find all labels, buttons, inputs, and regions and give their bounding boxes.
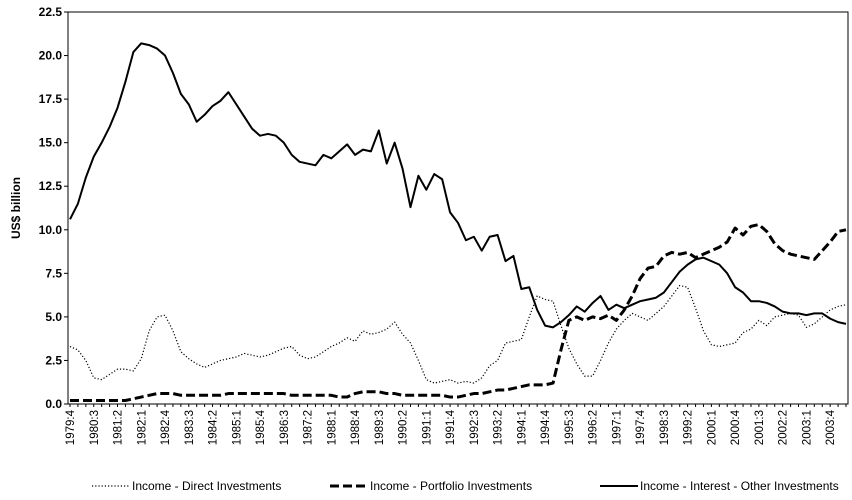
y-tick-label: 0.0 <box>45 397 62 411</box>
y-tick-label: 15.0 <box>39 136 63 150</box>
y-tick-label: 22.5 <box>39 5 63 19</box>
x-tick-label: 1993:2 <box>493 410 505 445</box>
x-tick-label: 2003:1 <box>801 410 813 445</box>
x-tick-label: 1988:4 <box>350 409 362 445</box>
plot-frame <box>67 11 849 405</box>
legend-label: Income - Portfolio Investments <box>370 479 532 493</box>
y-tick-label: 7.5 <box>45 266 62 280</box>
x-tick-label: 1984:2 <box>208 410 220 445</box>
y-tick-label: 17.5 <box>39 92 63 106</box>
x-tick-label: 1980:3 <box>89 410 101 445</box>
y-tick-label: 10.0 <box>39 223 63 237</box>
x-tick-label: 1998:3 <box>659 410 671 445</box>
x-tick-label: 1979:4 <box>65 409 77 445</box>
x-tick-label: 2000:1 <box>706 410 718 445</box>
x-tick-label: 1994:4 <box>540 409 552 445</box>
y-tick-label: 20.0 <box>39 49 63 63</box>
x-tick-label: 1991:1 <box>421 410 433 445</box>
x-tick-label: 1997:4 <box>635 409 647 445</box>
x-tick-label: 1994:1 <box>516 410 528 445</box>
y-axis-label: US$ billion <box>9 177 23 239</box>
series-line <box>69 42 847 329</box>
y-tick-label: 2.5 <box>45 353 62 367</box>
x-tick-label: 1982:4 <box>160 409 172 445</box>
x-tick-label: 1988:1 <box>326 410 338 445</box>
x-tick-label: 1990:2 <box>398 410 410 445</box>
x-tick-label: 1985:1 <box>231 410 243 445</box>
x-tick-label: 1989:3 <box>374 410 386 445</box>
legend-label: Income - Direct Investments <box>132 479 281 493</box>
x-tick-label: 2001:3 <box>754 410 766 445</box>
x-tick-label: 1997:1 <box>611 410 623 445</box>
legend-label: Income - Interest - Other Investments <box>640 479 839 493</box>
series-line <box>70 223 847 403</box>
x-tick-label: 1983:3 <box>184 410 196 445</box>
x-tick-label: 1981:2 <box>113 410 125 445</box>
x-tick-label: 1985:4 <box>255 409 267 445</box>
x-tick-label: 1999:2 <box>683 410 695 445</box>
x-tick-label: 1991:4 <box>445 409 457 445</box>
x-tick-label: 2003:4 <box>825 409 837 445</box>
x-tick-label: 1996:2 <box>588 410 600 445</box>
x-tick-label: 1986:3 <box>279 410 291 445</box>
x-tick-label: 2000:4 <box>730 409 742 445</box>
x-tick-label: 2002:2 <box>778 410 790 445</box>
series-line <box>69 284 847 384</box>
x-tick-label: 1982:1 <box>136 410 148 445</box>
x-tick-label: 1995:3 <box>564 410 576 445</box>
x-tick-label: 1992:3 <box>469 410 481 445</box>
x-tick-label: 1987:2 <box>303 410 315 445</box>
y-tick-label: 5.0 <box>45 310 62 324</box>
y-tick-label: 12.5 <box>39 179 63 193</box>
